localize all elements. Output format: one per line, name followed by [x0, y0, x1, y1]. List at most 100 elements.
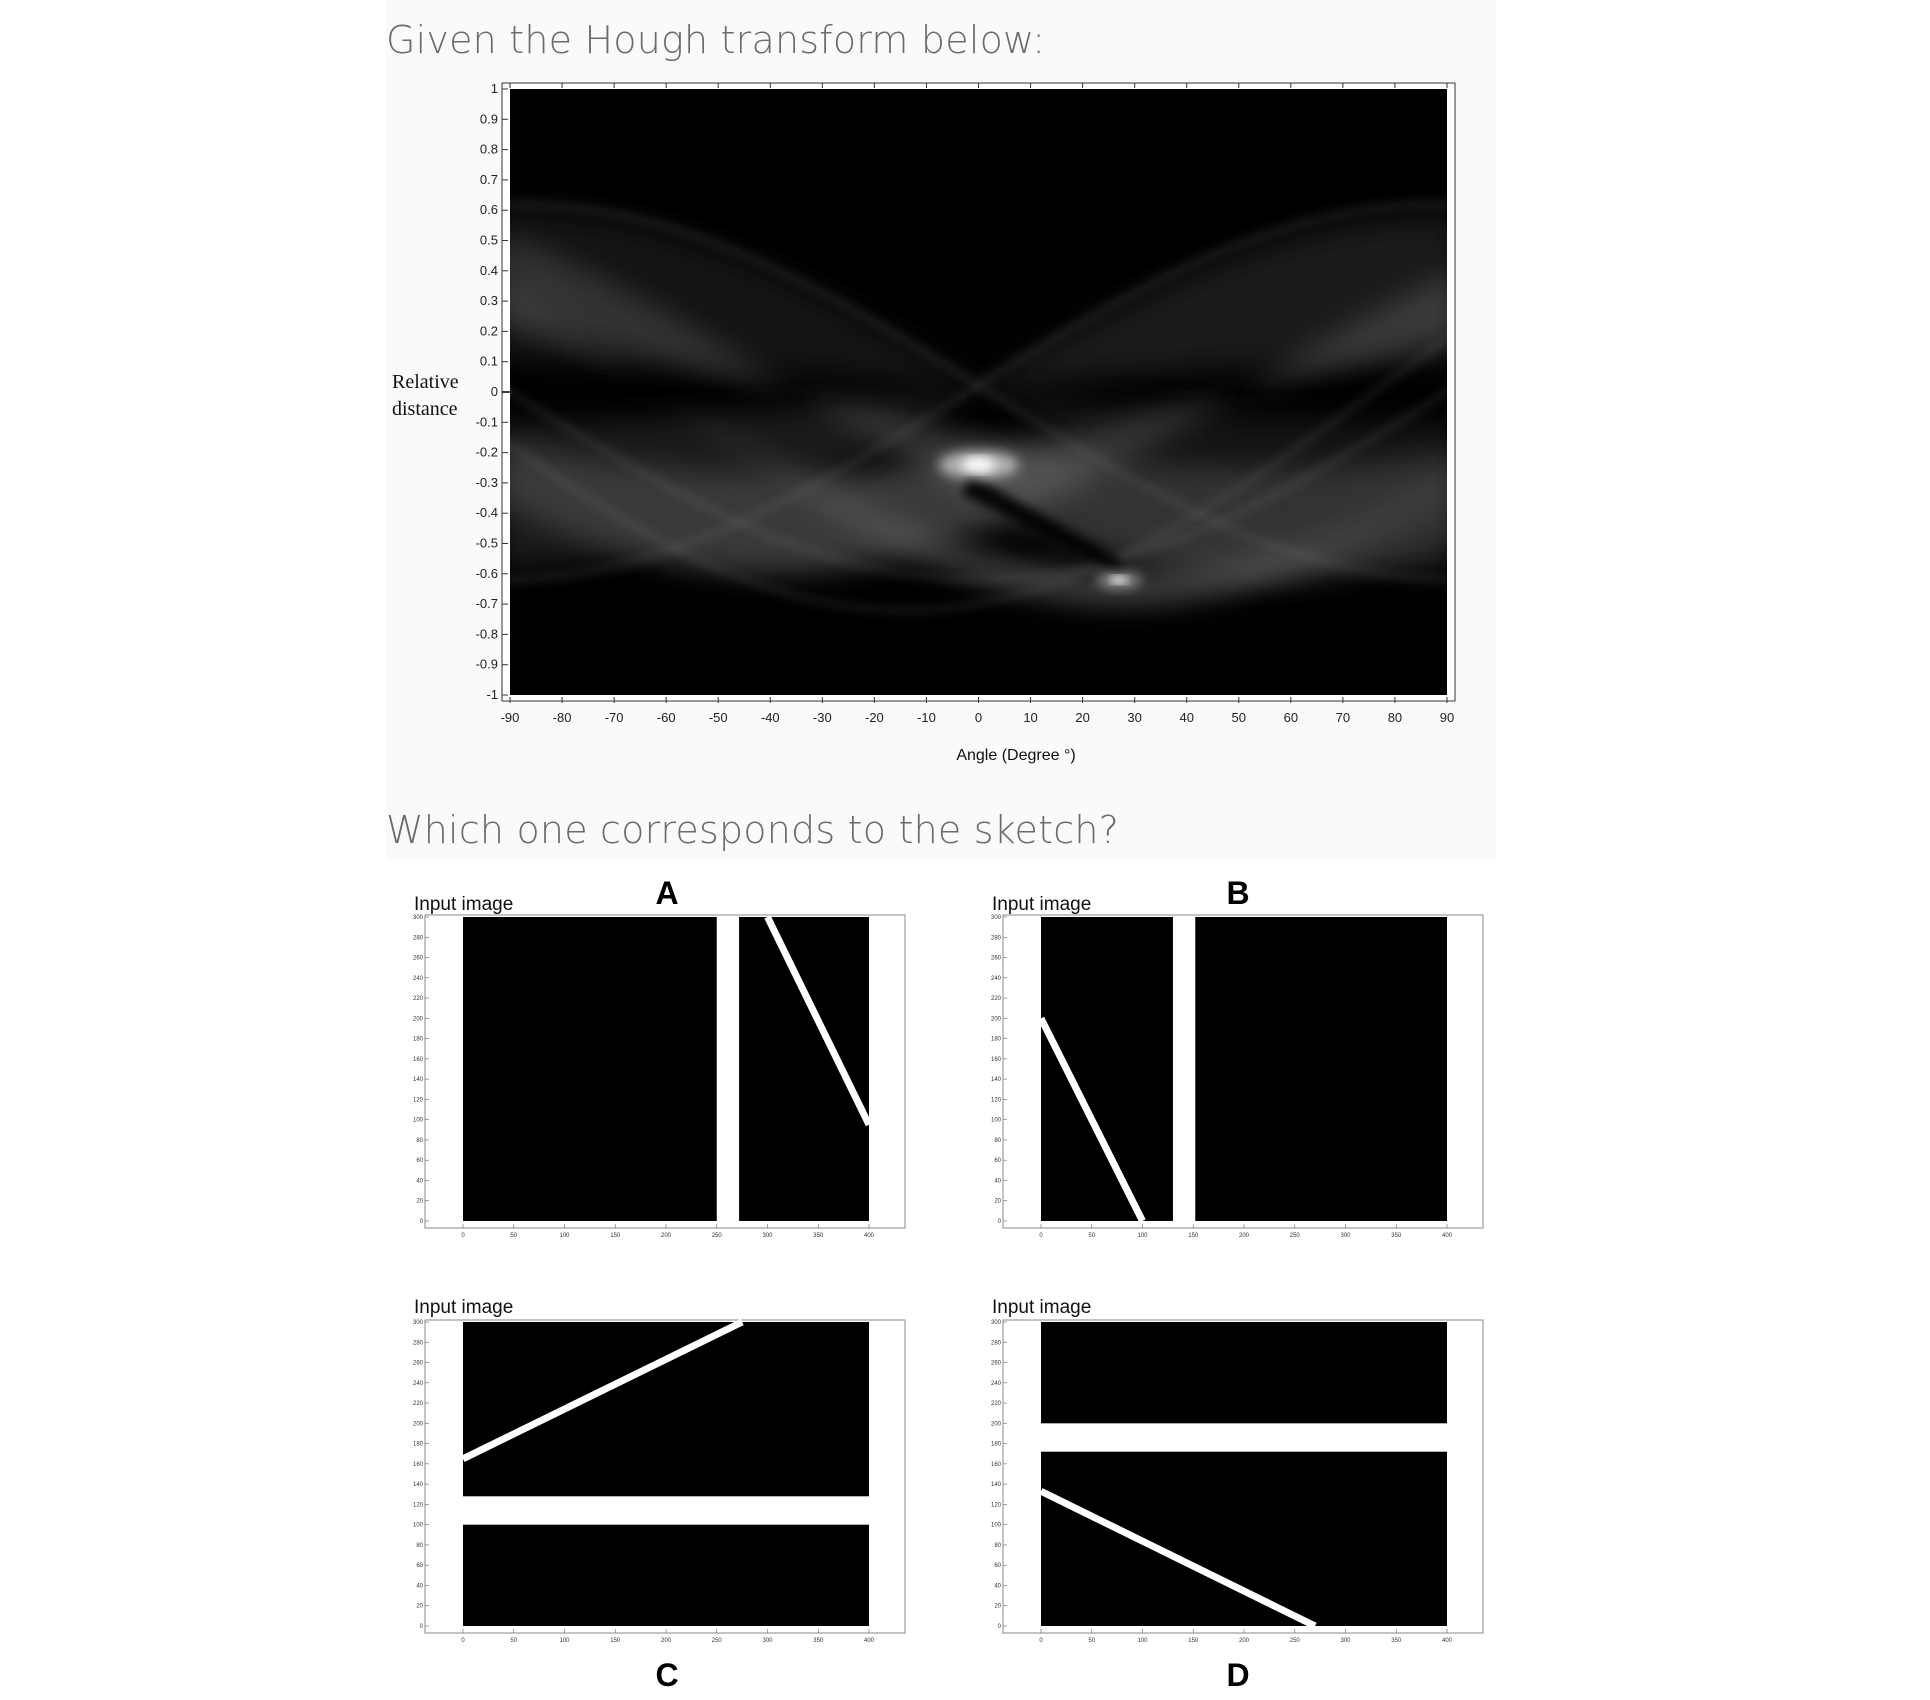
mini-xtick-label: 350	[813, 1233, 824, 1239]
hough-ytick-label: 0.7	[480, 172, 498, 187]
mini-ytick-label: 300	[413, 1320, 424, 1326]
mini-xtick-label: 50	[1088, 1233, 1095, 1239]
mini-xtick-label: 300	[1340, 1233, 1351, 1239]
mini-ytick-label: 100	[991, 1118, 1002, 1124]
hough-xtick-label: 10	[1023, 710, 1037, 725]
mini-ytick-label: 20	[416, 1199, 423, 1205]
mini-xtick-label: 400	[864, 1233, 875, 1239]
mini-ytick-label: 140	[991, 1077, 1002, 1083]
mini-xtick-label: 100	[559, 1233, 570, 1239]
mini-xtick-label: 200	[661, 1638, 672, 1644]
mini-ytick-label: 200	[413, 1421, 424, 1427]
option-d[interactable]: Input imageD3002802602402202001801601401…	[991, 1297, 1483, 1693]
hough-ytick-label: -0.8	[476, 626, 498, 641]
hough-xtick-label: -40	[761, 710, 780, 725]
mini-xtick-label: 150	[610, 1233, 621, 1239]
hough-ytick-label: -0.2	[476, 445, 498, 460]
mini-xtick-label: 350	[1391, 1638, 1402, 1644]
mini-ytick-label: 260	[991, 956, 1002, 962]
option-letter: B	[1226, 875, 1249, 911]
mini-ytick-label: 160	[413, 1462, 424, 1468]
mini-ytick-label: 40	[416, 1583, 423, 1589]
mini-xtick-label: 400	[1442, 1638, 1453, 1644]
hough-ytick-label: 0.3	[480, 293, 498, 308]
mini-ytick-label: 0	[420, 1219, 424, 1225]
mini-ytick-label: 300	[413, 915, 424, 921]
mini-ytick-label: 140	[991, 1482, 1002, 1488]
image-block-top	[463, 1322, 869, 1496]
hough-ytick-label: 0.5	[480, 233, 498, 248]
mini-ytick-label: 80	[994, 1543, 1001, 1549]
hough-ytick-label: 0.4	[480, 263, 498, 278]
option-a[interactable]: Input image A3002802602402202001801601401…	[413, 875, 905, 1239]
mini-xtick-label: 250	[712, 1638, 723, 1644]
mini-ytick-label: 200	[991, 1016, 1002, 1022]
hough-xtick-label: -10	[917, 710, 936, 725]
mini-xtick-label: 150	[1188, 1638, 1199, 1644]
question-2-text: Which one corresponds to the sketch?	[386, 808, 1119, 852]
image-block-left	[463, 917, 717, 1221]
mini-ytick-label: 80	[416, 1138, 423, 1144]
hough-ytick-label: -0.6	[476, 566, 498, 581]
mini-xtick-label: 0	[1039, 1233, 1043, 1239]
hough-ytick-label: 0.8	[480, 142, 498, 157]
mini-ytick-label: 100	[991, 1523, 1002, 1529]
hough-ytick-label: -0.7	[476, 596, 498, 611]
mini-ytick-label: 0	[998, 1624, 1002, 1630]
mini-xtick-label: 350	[1391, 1233, 1402, 1239]
hough-plot-area	[502, 83, 1455, 701]
hough-xtick-label: 80	[1388, 710, 1402, 725]
mini-ytick-label: 120	[991, 1097, 1002, 1103]
mini-ytick-label: 240	[413, 976, 424, 982]
mini-xtick-label: 200	[661, 1233, 672, 1239]
hough-xtick-label: -50	[709, 710, 728, 725]
mini-ytick-label: 260	[413, 956, 424, 962]
option-c[interactable]: Input imageC3002802602402202001801601401…	[413, 1297, 905, 1693]
option-title: Input image	[414, 894, 513, 915]
hough-xtick-label: 60	[1284, 710, 1298, 725]
hough-peak	[1111, 576, 1127, 584]
mini-ytick-label: 180	[413, 1442, 424, 1448]
mini-xtick-label: 250	[712, 1233, 723, 1239]
option-b[interactable]: Input image B3002802602402202001801601401…	[991, 875, 1483, 1239]
mini-ytick-label: 140	[413, 1077, 424, 1083]
mini-ytick-label: 20	[994, 1199, 1001, 1205]
mini-ytick-label: 120	[413, 1502, 424, 1508]
mini-ytick-label: 220	[413, 996, 424, 1002]
mini-xtick-label: 100	[1137, 1638, 1148, 1644]
mini-ytick-label: 60	[994, 1563, 1001, 1569]
hough-xtick-label: 30	[1127, 710, 1141, 725]
hough-ytick-label: 0.9	[480, 111, 498, 126]
mini-xtick-label: 150	[610, 1638, 621, 1644]
mini-ytick-label: 40	[994, 1178, 1001, 1184]
mini-ytick-label: 240	[413, 1381, 424, 1387]
hough-xlabel: Angle (Degree °)	[956, 747, 1075, 764]
option-title: Input image	[992, 894, 1091, 915]
hough-ytick-label: 0.1	[480, 354, 498, 369]
option-letter: A	[655, 875, 678, 911]
mini-xtick-label: 100	[559, 1638, 570, 1644]
mini-xtick-label: 200	[1239, 1638, 1250, 1644]
mini-ytick-label: 220	[991, 996, 1002, 1002]
mini-ytick-label: 240	[991, 1381, 1002, 1387]
mini-ytick-label: 40	[416, 1178, 423, 1184]
hough-xtick-label: -70	[605, 710, 624, 725]
image-block-bottom	[463, 1525, 869, 1626]
image-block-bottom	[1041, 1452, 1447, 1626]
mini-ytick-label: 200	[413, 1016, 424, 1022]
hough-xtick-label: -20	[865, 710, 884, 725]
mini-xtick-label: 300	[1340, 1638, 1351, 1644]
mini-ytick-label: 280	[991, 935, 1002, 941]
mini-ytick-label: 100	[413, 1118, 424, 1124]
hough-ylabel-line1: Relative	[392, 371, 459, 393]
mini-ytick-label: 60	[416, 1563, 423, 1569]
hough-ytick-label: -0.5	[476, 536, 498, 551]
option-title: Input image	[414, 1297, 513, 1318]
mini-xtick-label: 100	[1137, 1233, 1148, 1239]
mini-xtick-label: 150	[1188, 1233, 1199, 1239]
mini-ytick-label: 0	[998, 1219, 1002, 1225]
mini-ytick-label: 300	[991, 915, 1002, 921]
hough-xtick-label: 70	[1336, 710, 1350, 725]
mini-ytick-label: 60	[994, 1158, 1001, 1164]
mini-ytick-label: 220	[413, 1401, 424, 1407]
